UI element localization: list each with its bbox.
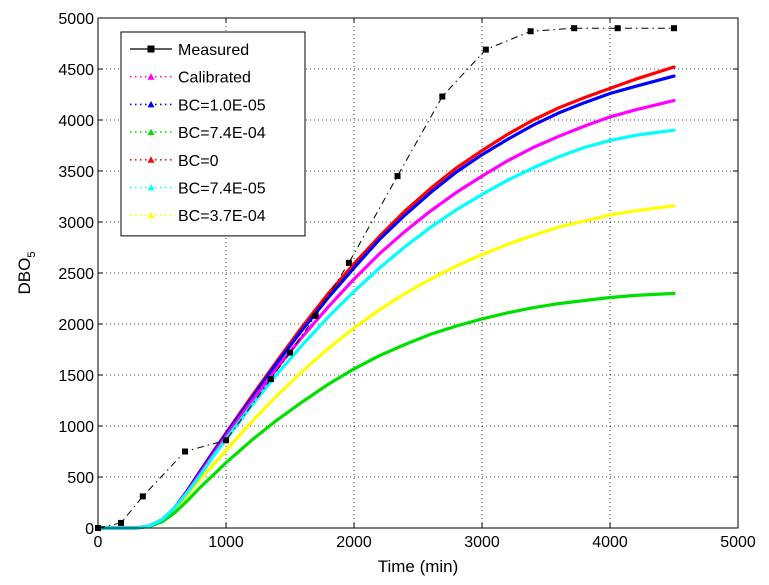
legend-label: BC=7.4E-05 (178, 181, 266, 198)
measured-point (671, 25, 677, 32)
series-line-bc-7-4e-04 (96, 291, 676, 530)
y-axis-label-subscript: 5 (26, 252, 38, 258)
legend-swatch-marker (147, 211, 155, 219)
measured-point (139, 493, 146, 500)
y-tick-label: 5000 (58, 11, 94, 28)
legend-swatch-marker (147, 73, 155, 80)
x-tick-label: 0 (94, 534, 103, 551)
legend-label: BC=1.0E-05 (178, 97, 266, 114)
x-tick-label: 2000 (336, 534, 372, 551)
measured-point (345, 259, 352, 266)
y-axis-label: DBO5 (15, 252, 38, 295)
y-tick-label: 1000 (58, 419, 94, 436)
legend-label: BC=7.4E-04 (178, 125, 266, 142)
measured-point (571, 25, 578, 32)
y-tick-label: 3500 (58, 164, 94, 181)
legend-swatch-marker (147, 156, 155, 163)
measured-point (439, 93, 446, 100)
x-tick-label: 4000 (592, 534, 628, 551)
legend-swatch-marker (147, 128, 155, 136)
ticks: 0 1000 2000 3000 4000 5000 0 500 1000 1500 2000 250… (58, 11, 755, 551)
measured-point (223, 437, 229, 444)
series-line-bc-7-4e-05 (96, 128, 676, 530)
measured-point (614, 25, 621, 32)
legend-swatch-marker (147, 100, 155, 108)
measured-point (267, 376, 274, 383)
y-tick-label: 500 (67, 470, 94, 487)
legend-label: BC=3.7E-04 (178, 208, 266, 225)
x-axis-label: Time (min) (378, 557, 459, 576)
legend-label: BC=0 (178, 153, 219, 170)
legend-swatch-marker (147, 45, 155, 53)
measured-point (312, 312, 319, 319)
measured-point (287, 349, 293, 356)
legend-label: Calibrated (178, 70, 251, 87)
legend-swatch-marker (147, 184, 155, 191)
x-tick-label: 3000 (464, 534, 500, 551)
series-line-measured (97, 27, 674, 529)
y-axis-label-main: DBO (15, 258, 34, 295)
legend: Measured Calibrated BC=1.0E-05 BC=7.4E-04 BC… (120, 31, 306, 237)
measured-point (527, 28, 534, 35)
x-tick-label: 5000 (720, 534, 756, 551)
y-tick-label: 4000 (58, 113, 94, 130)
y-tick-label: 4500 (58, 62, 94, 79)
measured-point (394, 173, 401, 180)
measured-point (182, 448, 189, 455)
legend-label: Measured (178, 42, 249, 59)
y-tick-label: 2500 (58, 266, 94, 283)
y-tick-label: 0 (85, 521, 94, 538)
y-tick-label: 1500 (58, 368, 94, 385)
y-tick-label: 3000 (58, 215, 94, 232)
measured-point (482, 46, 489, 53)
x-tick-label: 1000 (208, 534, 244, 551)
y-tick-label: 2000 (58, 317, 94, 334)
measured-point (118, 519, 125, 526)
